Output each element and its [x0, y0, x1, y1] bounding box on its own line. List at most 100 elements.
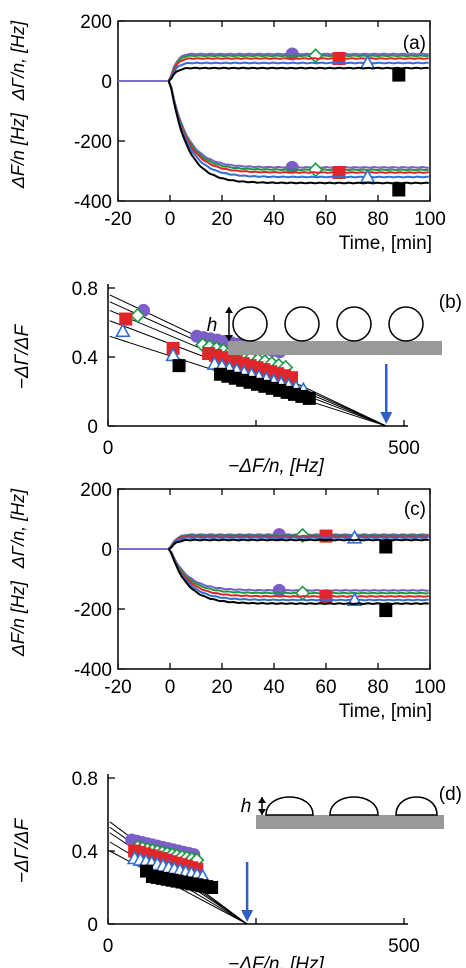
x-tick-label: -20: [104, 209, 131, 230]
panel-label: (d): [439, 784, 462, 805]
y-tick-label: 0: [87, 417, 98, 438]
x-tick-label: 20: [211, 677, 232, 698]
x-tick-label: 60: [315, 677, 336, 698]
x-tick-label: 20: [211, 209, 232, 230]
dG-trace-black: [168, 538, 429, 550]
dF-marker-red: [332, 166, 346, 179]
dF-marker-black: [379, 604, 393, 618]
x-tick-label: 60: [315, 209, 336, 230]
substrate: [256, 815, 444, 829]
x-tick-label: 0: [103, 936, 114, 957]
panel-d: 0.8 0.4 00 500 −ΔF/n, [Hz] −ΔΓ/ΔF (d) h: [12, 769, 462, 968]
arrow-head: [241, 910, 254, 922]
vesicle: [232, 306, 268, 342]
y-axis-label-top: ΔΓ/n, [Hz]: [8, 20, 28, 101]
y-tick-label: 0.8: [72, 769, 98, 790]
y-tick-label: 200: [80, 480, 112, 501]
y-axis-label: −ΔΓ/ΔF: [12, 817, 33, 883]
dG-trace-green: [167, 54, 429, 82]
x-tick-label: 40: [263, 209, 284, 230]
flattened-vesicle: [265, 796, 314, 816]
x-tick-label: 80: [367, 677, 388, 698]
x-axis-label: Time, [min]: [339, 701, 432, 722]
y-tick-label: 0.4: [72, 348, 99, 369]
point-black: [139, 864, 153, 878]
y-tick-label: 0: [87, 915, 98, 936]
dF-trace-red: [167, 80, 429, 174]
y-tick-label: -400: [74, 660, 112, 681]
dF-trace-black: [167, 80, 429, 185]
dG-trace-blue: [167, 61, 429, 82]
y-tick-label: -400: [74, 192, 112, 213]
dF-trace-green: [167, 80, 429, 172]
x-tick-label: 100: [414, 209, 446, 230]
height-arrow-top: [225, 307, 233, 313]
dG-marker-black: [379, 540, 393, 554]
panel-b: 0.8 0.4 00 500 −ΔF/n, [Hz] −ΔΓ/ΔF (b) h: [12, 279, 462, 477]
x-tick-label: 0: [103, 438, 114, 459]
y-axis-label-top: ΔΓ/n, [Hz]: [8, 488, 28, 569]
dG-trace-black: [168, 66, 429, 82]
substrate: [228, 341, 442, 355]
point-green: [129, 307, 146, 324]
vesicle: [336, 306, 372, 342]
dF-trace-blue: [167, 80, 429, 179]
point-black: [172, 359, 186, 373]
inset-schematic: h: [241, 796, 444, 829]
flattened-vesicle: [395, 796, 438, 816]
y-axis-label-bottom: ΔF/n [Hz]: [8, 112, 28, 189]
dG-trace-purple: [167, 52, 429, 82]
arrow-head: [380, 412, 393, 424]
point-black: [302, 391, 316, 405]
inset-schematic: h: [207, 306, 442, 355]
panel-label: (c): [404, 499, 426, 520]
y-tick-label: 0: [101, 72, 112, 93]
dG-marker-green: [307, 48, 324, 64]
point-black: [205, 881, 219, 894]
panel-label: (b): [439, 292, 462, 313]
y-axis-label: −ΔΓ/ΔF: [12, 323, 33, 389]
x-tick-label: 500: [388, 936, 420, 957]
dF-marker-black: [392, 183, 406, 197]
panel-label: (a): [403, 33, 426, 54]
height-arrow-top: [258, 797, 266, 803]
dF-trace-blue: [167, 548, 429, 602]
point-red: [119, 312, 133, 326]
x-tick-label: 0: [165, 209, 176, 230]
x-tick-label: 500: [388, 438, 420, 459]
vesicle: [284, 306, 320, 342]
dG-trace-blue: [168, 536, 429, 550]
dG-marker-black: [392, 68, 406, 82]
point-blue: [114, 322, 131, 338]
x-tick-label: 40: [263, 677, 284, 698]
height-label: h: [241, 796, 252, 817]
x-tick-label: 100: [414, 677, 446, 698]
plot-frame: [117, 488, 431, 670]
height-label: h: [207, 315, 218, 336]
dF-marker-green: [307, 162, 324, 178]
dF-marker-blue: [346, 591, 363, 607]
x-tick-label: 80: [367, 209, 388, 230]
x-axis-label: Time, [min]: [339, 233, 432, 254]
height-arrow-bottom: [225, 335, 233, 341]
dG-trace-red: [167, 57, 429, 82]
x-axis-label: −ΔF/n, [Hz]: [228, 456, 324, 477]
dF-trace-red: [167, 548, 429, 598]
y-axis-label-bottom: ΔF/n [Hz]: [8, 580, 28, 657]
dG-trace-red: [168, 534, 429, 550]
y-tick-label: -200: [74, 600, 112, 621]
x-tick-label: 0: [165, 677, 176, 698]
dF-trace-black: [167, 548, 429, 605]
height-arrow-bottom: [258, 809, 266, 815]
dF-trace-purple: [168, 548, 429, 592]
plot-frame: [117, 20, 431, 202]
x-tick-label: -20: [104, 677, 131, 698]
dG-marker-purple: [285, 47, 299, 61]
dF-marker-purple: [272, 583, 286, 597]
dF-trace-purple: [167, 80, 429, 169]
dG-marker-red: [332, 52, 346, 65]
y-tick-label: 0.8: [72, 279, 98, 300]
